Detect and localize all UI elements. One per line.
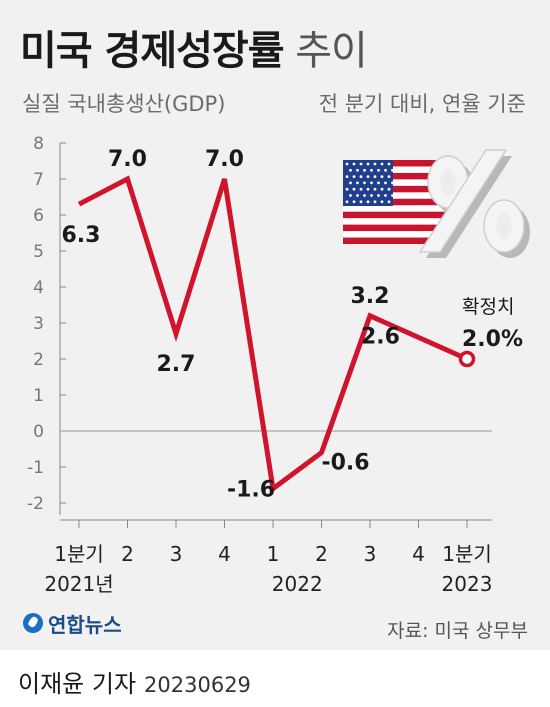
x-tick-label: 4 (218, 542, 231, 566)
publish-date: 20230629 (144, 673, 251, 697)
y-tick-label: 8 (33, 134, 44, 154)
line-chart: 8 7 6 5 4 3 2 1 0 -1 -2 1분기 2 3 4 1 2 3 4 1분기 2021년 2022 2023… (27, 134, 530, 596)
y-tick-label: 7 (33, 170, 44, 190)
year-label: 2022 (272, 572, 323, 596)
x-axis: 1분기 2 3 4 1 2 3 4 1분기 2021년 2022 2023 (44, 519, 493, 596)
annotation-label: 확정치 (462, 296, 514, 318)
series-line (77, 175, 469, 494)
data-label: -0.6 (321, 451, 369, 476)
data-label: 2.7 (157, 352, 196, 377)
data-label: 2.0% (462, 327, 523, 352)
subtitle-left: 실질 국내총생산(GDP) (22, 92, 226, 116)
page-title: 미국 경제성장률 추이 (20, 18, 368, 76)
y-tick-label: -2 (27, 494, 44, 514)
x-tick-label: 4 (412, 542, 425, 566)
x-tick-label: 3 (170, 542, 183, 566)
source-note: 자료: 미국 상무부 (387, 620, 528, 642)
title-main: 미국 경제성장률 (20, 28, 285, 74)
y-tick-label: 1 (33, 386, 44, 406)
x-tick-label: 2 (315, 542, 328, 566)
x-tick-label: 1분기 (54, 542, 104, 566)
yonhap-logo-mark-icon (22, 608, 44, 638)
year-label: 2023 (442, 572, 493, 596)
data-label: 2.6 (361, 324, 400, 349)
data-label: 3.2 (351, 284, 390, 309)
y-axis: 8 7 6 5 4 3 2 1 0 -1 -2 (27, 134, 492, 515)
data-label: 6.3 (62, 223, 101, 248)
percent-icon (418, 149, 530, 258)
chart-card (0, 0, 550, 650)
x-tick-label: 1분기 (442, 542, 492, 566)
data-label: -1.6 (227, 478, 275, 503)
y-tick-label: 3 (33, 314, 44, 334)
data-point-final (458, 350, 476, 368)
logo-text: 연합뉴스 (48, 612, 122, 637)
y-tick-label: -1 (27, 458, 44, 478)
title-suffix: 추이 (295, 28, 368, 74)
plot-area: 6.3 7.0 2.7 7.0 -1.6 -0.6 3.2 2.6 2.0% 확정치 (62, 147, 524, 503)
subtitle-right: 전 분기 대비, 연율 기준 (318, 92, 526, 116)
data-label: 7.0 (108, 147, 147, 172)
year-label: 2021년 (44, 572, 113, 596)
x-tick-label: 2 (121, 542, 134, 566)
y-tick-label: 4 (33, 278, 44, 298)
y-tick-label: 0 (33, 422, 44, 442)
y-tick-label: 2 (33, 350, 44, 370)
y-tick-label: 6 (33, 206, 44, 226)
y-tick-label: 5 (33, 242, 44, 262)
x-tick-label: 1 (267, 542, 280, 566)
reporter-name: 이재윤 기자 (18, 670, 137, 698)
yonhap-logo: 연합뉴스 (22, 608, 122, 638)
credit-line: 이재윤 기자 20230629 (18, 664, 251, 699)
data-label: 7.0 (205, 147, 244, 172)
x-tick-label: 3 (364, 542, 377, 566)
